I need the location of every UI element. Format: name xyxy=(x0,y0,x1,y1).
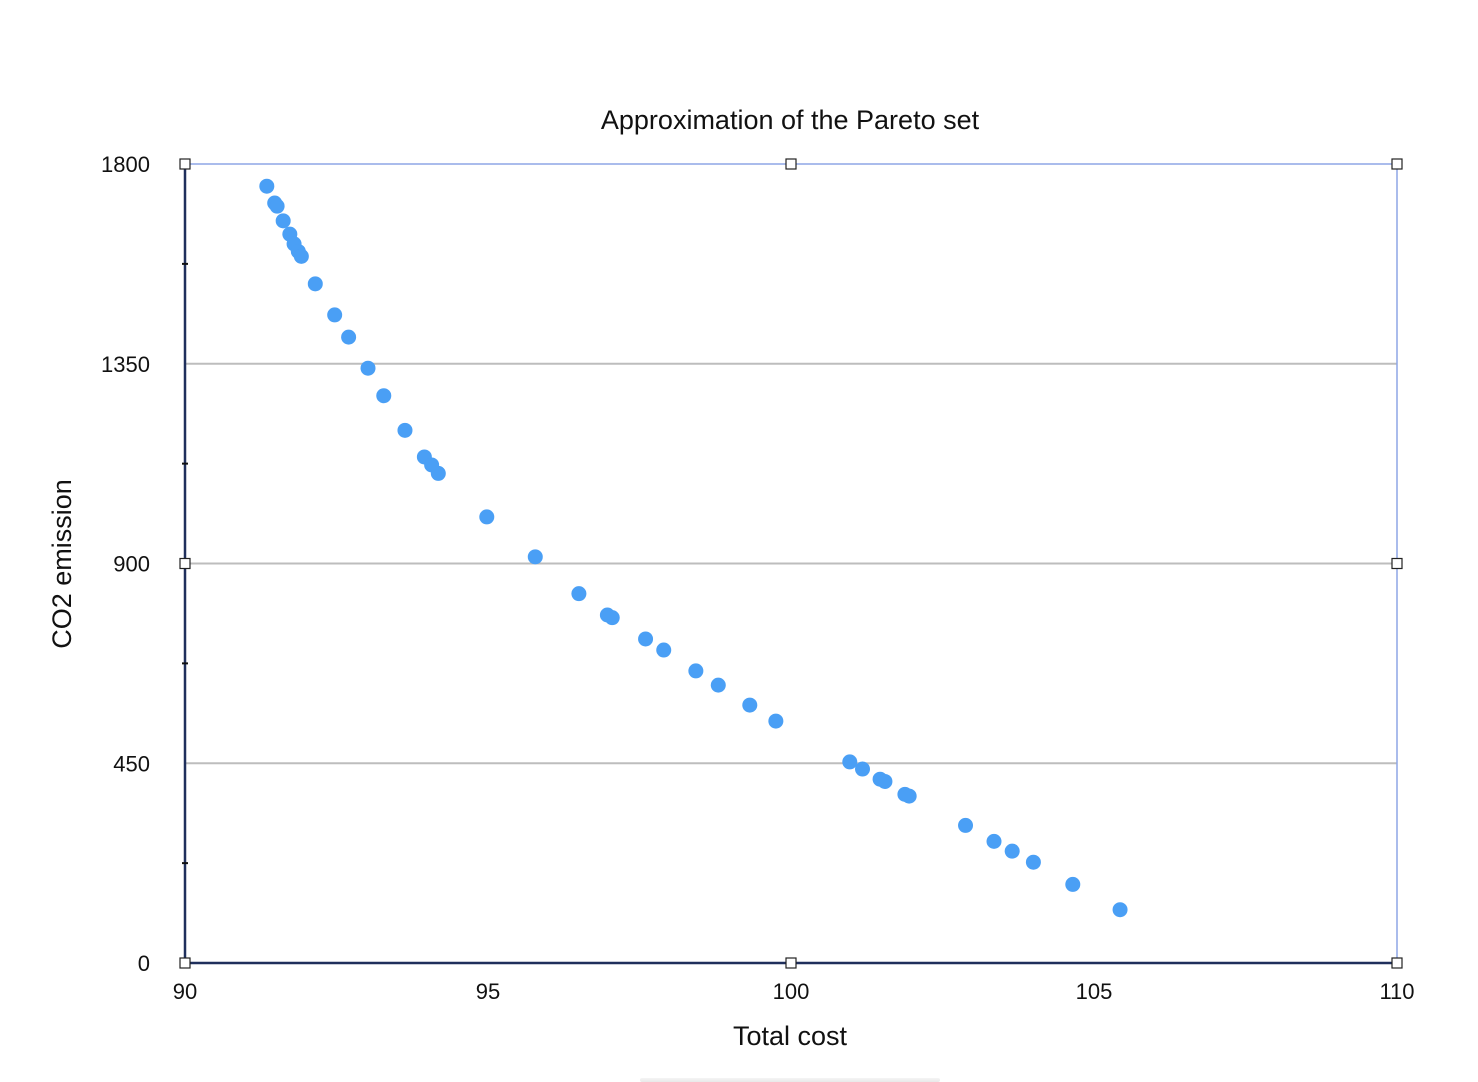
data-point-26 xyxy=(742,697,758,713)
x-axis-ticks: 90 95 100 105 110 xyxy=(173,979,1415,1004)
resize-handle-5[interactable] xyxy=(179,957,191,969)
y-tick-label-2: 900 xyxy=(113,552,150,577)
data-point-24 xyxy=(688,663,704,679)
data-point-35 xyxy=(986,833,1002,849)
data-point-33 xyxy=(901,788,917,804)
data-point-18 xyxy=(527,549,543,565)
x-tick-label-3: 105 xyxy=(1076,979,1113,1004)
data-points xyxy=(259,178,1128,918)
resize-handle-3[interactable] xyxy=(179,557,191,570)
data-point-11 xyxy=(360,360,376,376)
y-axis-ticks: 0 450 900 1350 1800 xyxy=(101,152,188,976)
x-tick-label-0: 90 xyxy=(173,979,197,1004)
data-point-10 xyxy=(341,329,357,345)
data-point-36 xyxy=(1004,843,1020,859)
data-point-7 xyxy=(293,248,309,264)
x-tick-label-4: 110 xyxy=(1379,979,1414,1004)
y-tick-label-4: 1800 xyxy=(101,152,150,177)
y-tick-label-0: 0 xyxy=(138,951,150,976)
resize-handle-4[interactable] xyxy=(1391,557,1403,570)
data-point-28 xyxy=(842,754,858,770)
data-point-3 xyxy=(275,213,291,229)
grid-lines xyxy=(185,362,1397,765)
data-point-29 xyxy=(855,761,871,777)
data-point-9 xyxy=(327,307,343,323)
data-point-25 xyxy=(710,677,726,693)
data-point-34 xyxy=(958,817,974,833)
data-point-19 xyxy=(571,586,587,602)
data-point-38 xyxy=(1065,876,1081,892)
window-edge-shadow xyxy=(640,1078,940,1082)
resize-handle-7[interactable] xyxy=(1391,957,1403,969)
data-point-21 xyxy=(604,610,620,626)
x-tick-label-2: 100 xyxy=(773,979,810,1004)
data-point-39 xyxy=(1112,902,1128,918)
data-point-16 xyxy=(430,465,446,481)
data-point-22 xyxy=(638,631,654,647)
resize-handle-0[interactable] xyxy=(179,158,191,170)
y-tick-label-1: 450 xyxy=(113,751,150,776)
data-point-31 xyxy=(877,773,893,789)
data-point-23 xyxy=(656,642,672,658)
data-point-27 xyxy=(768,713,784,729)
selection-handles[interactable] xyxy=(179,158,1403,969)
data-point-0 xyxy=(259,178,275,194)
data-point-8 xyxy=(307,276,323,292)
resize-handle-1[interactable] xyxy=(785,158,797,170)
resize-handle-6[interactable] xyxy=(785,957,797,969)
data-point-37 xyxy=(1025,854,1041,870)
x-tick-label-1: 95 xyxy=(476,979,500,1004)
x-axis-label: Total cost xyxy=(733,1021,848,1051)
data-point-17 xyxy=(479,509,495,525)
y-tick-label-3: 1350 xyxy=(101,352,150,377)
chart-title: Approximation of the Pareto set xyxy=(601,105,980,135)
data-point-12 xyxy=(376,388,392,404)
resize-handle-2[interactable] xyxy=(1391,158,1403,170)
data-point-2 xyxy=(269,198,285,214)
data-point-13 xyxy=(397,422,413,438)
y-axis-label: CO2 emission xyxy=(47,479,77,649)
